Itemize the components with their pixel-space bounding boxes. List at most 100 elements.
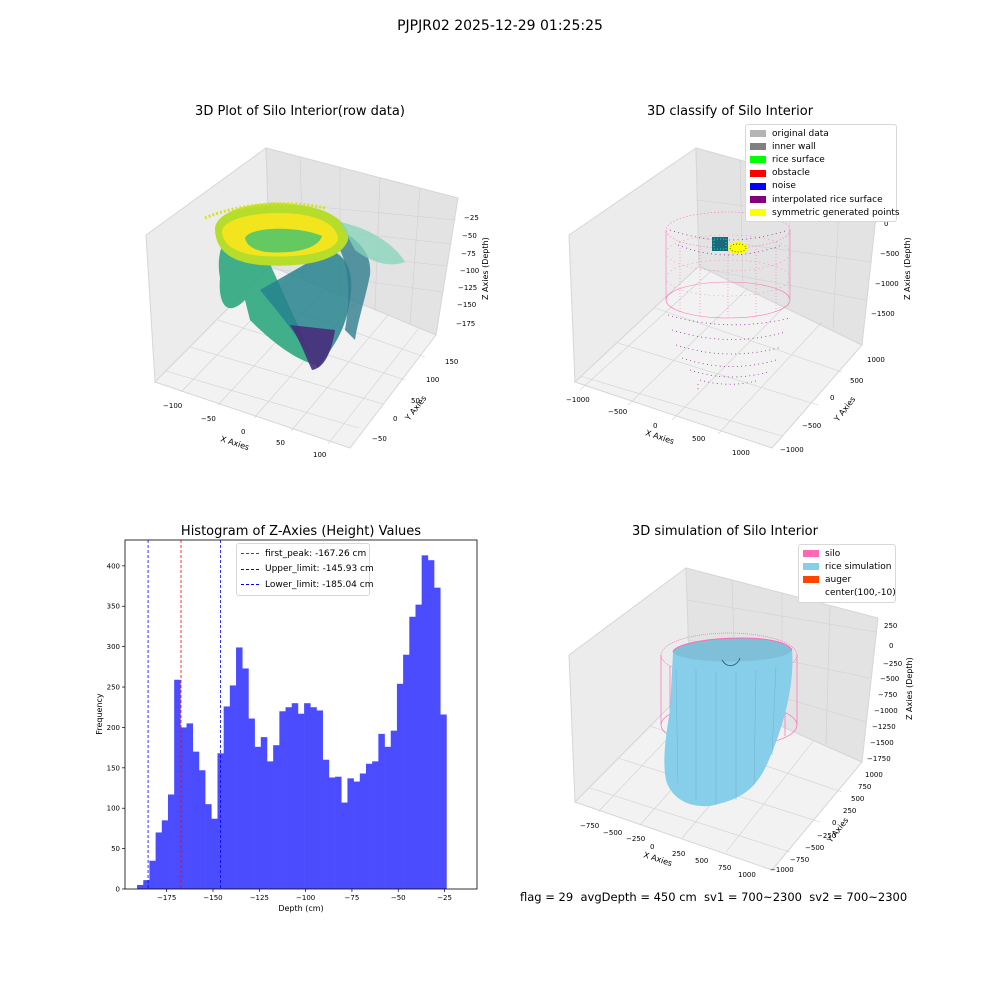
- histogram-bar: [322, 759, 330, 889]
- legend-label: noise: [772, 181, 796, 192]
- histogram-bar: [143, 880, 150, 889]
- histogram-bar: [137, 884, 144, 889]
- raw-ytick: 100: [426, 376, 439, 384]
- legend-label: rice simulation: [825, 561, 892, 572]
- legend-label: first_peak: -167.26 cm: [265, 548, 367, 559]
- legend-label: center(100,-10): [825, 588, 896, 599]
- simulation-ztick: −1750: [867, 755, 891, 763]
- histogram-bar: [341, 802, 348, 889]
- simulation-ytick: −250: [817, 832, 836, 840]
- histogram-bar: [353, 781, 361, 889]
- legend-label: Upper_limit: -145.93 cm: [265, 564, 374, 575]
- histogram-bar: [254, 746, 262, 889]
- raw-xtick: 50: [276, 439, 285, 447]
- raw-point-cloud: [204, 202, 405, 370]
- histogram-xtick-label: −125: [250, 894, 269, 902]
- legend-swatch: [750, 143, 766, 151]
- raw-xlabel: X Axies: [219, 434, 250, 452]
- classify-ztick: 0: [884, 220, 888, 228]
- legend-label: rice surface: [772, 154, 825, 165]
- simulation-ytick: −500: [805, 844, 824, 852]
- legend-item-silo: silo: [803, 547, 891, 560]
- classify-ytick: 1000: [867, 356, 885, 364]
- histogram-bar: [273, 745, 280, 889]
- histogram-xtick-label: −150: [203, 894, 222, 902]
- simulation-ylabel: Y Axies: [825, 816, 851, 845]
- histogram-bar: [242, 668, 249, 889]
- histogram-bar: [384, 746, 392, 889]
- histogram-ytick-label: 0: [116, 886, 120, 894]
- histogram-bar: [310, 707, 317, 889]
- rice-surface-cluster: [712, 237, 748, 254]
- legend-item-rice-simulation: rice simulation: [803, 560, 891, 573]
- raw-ytick: −50: [372, 435, 387, 443]
- legend-label: auger: [825, 574, 852, 585]
- simulation-ytick: 250: [843, 807, 856, 815]
- histogram-xtick-label: −75: [345, 894, 360, 902]
- histogram-ytick-label: 350: [107, 603, 120, 611]
- legend-line: [241, 584, 259, 586]
- simulation-ztick: 0: [889, 642, 893, 650]
- histogram-ytick-label: 250: [107, 684, 120, 692]
- simulation-xlabel: X Axies: [642, 850, 673, 868]
- simulation-tick-labels: −750 −500 −250 0 250 500 750 1000 −1000 …: [580, 622, 902, 879]
- raw-xtick: 0: [241, 428, 245, 436]
- histogram-bar: [359, 773, 367, 889]
- histogram-ytick-label: 50: [111, 845, 120, 853]
- histogram-bars: [137, 555, 447, 889]
- legend-label: original data: [772, 128, 829, 139]
- histogram-bar: [347, 778, 354, 889]
- legend-item-lower-limit: Lower_limit: -185.04 cm: [241, 577, 373, 593]
- histogram-ytick-label: 150: [107, 764, 120, 772]
- histogram-bar: [427, 560, 435, 889]
- simulation-ztick: 250: [884, 622, 897, 630]
- histogram-bar: [409, 616, 416, 889]
- legend-item-inner-wall: inner wall: [750, 140, 892, 153]
- raw-xtick: 100: [313, 451, 326, 459]
- legend-item-obstacle: obstacle: [750, 167, 892, 180]
- histogram-bar: [155, 832, 163, 889]
- simulation-xtick: 0: [650, 843, 654, 851]
- histogram-title: Histogram of Z-Axies (Height) Values: [180, 524, 422, 539]
- raw-ztick: −175: [456, 320, 475, 328]
- histogram-bar: [396, 683, 404, 889]
- simulation-xtick: −500: [603, 829, 622, 837]
- legend-swatch: [750, 169, 766, 177]
- raw-tick-labels: −100 −50 0 50 100 −50 0 50 100 150 −25 −…: [163, 214, 479, 459]
- classify-ytick: 0: [830, 394, 834, 402]
- raw-ztick: −125: [458, 284, 477, 292]
- legend-swatch: [750, 209, 766, 217]
- legend-item-interpolated: interpolated rice surface: [750, 193, 892, 206]
- simulation-3d-plot: −750 −500 −250 0 250 500 750 1000 −1000 …: [568, 567, 914, 879]
- histogram-bar: [260, 737, 268, 889]
- raw-zlabel: Z Axies (Depth): [481, 237, 490, 300]
- rice-simulation-body: [664, 637, 793, 807]
- classify-3d-plot: −1000 −500 0 500 1000 −1000 −500 0 500 1…: [566, 147, 912, 457]
- simulation-xtick: 750: [718, 864, 731, 872]
- histogram-bar: [211, 818, 218, 889]
- histogram-ylabel: Frequency: [95, 693, 104, 735]
- raw-ztick: −50: [462, 232, 477, 240]
- raw-ztick: −100: [460, 267, 479, 275]
- raw-ztick: −25: [464, 214, 479, 222]
- status-footer: flag = 29 avgDepth = 450 cm sv1 = 700~23…: [520, 890, 908, 904]
- histogram-bar: [186, 723, 194, 889]
- legend-item-first-peak: first_peak: -167.26 cm: [241, 546, 367, 562]
- legend-label: obstacle: [772, 168, 810, 179]
- classify-ytick: −500: [802, 422, 821, 430]
- classify-ytick: 500: [850, 377, 863, 385]
- raw-ytick: 50: [411, 397, 420, 405]
- classify-xtick: −1000: [566, 396, 590, 404]
- simulation-xtick: −750: [580, 822, 599, 830]
- legend-swatch: [750, 182, 766, 190]
- simulation-xtick: −250: [626, 835, 645, 843]
- histogram-bar: [192, 751, 200, 889]
- simulation-ytick: −1000: [770, 866, 794, 874]
- simulation-zlabel: Z Axies (Depth): [905, 657, 914, 720]
- histogram-bar: [378, 733, 385, 889]
- legend-swatch: [750, 130, 766, 138]
- histogram-xticks: −175 −150 −125 −100 −75 −50 −25: [157, 889, 452, 902]
- classify-ytick: −1000: [780, 446, 804, 454]
- raw-3d-plot: −100 −50 0 50 100 −50 0 50 100 150 −25 −…: [145, 147, 490, 459]
- histogram-bar: [205, 804, 212, 889]
